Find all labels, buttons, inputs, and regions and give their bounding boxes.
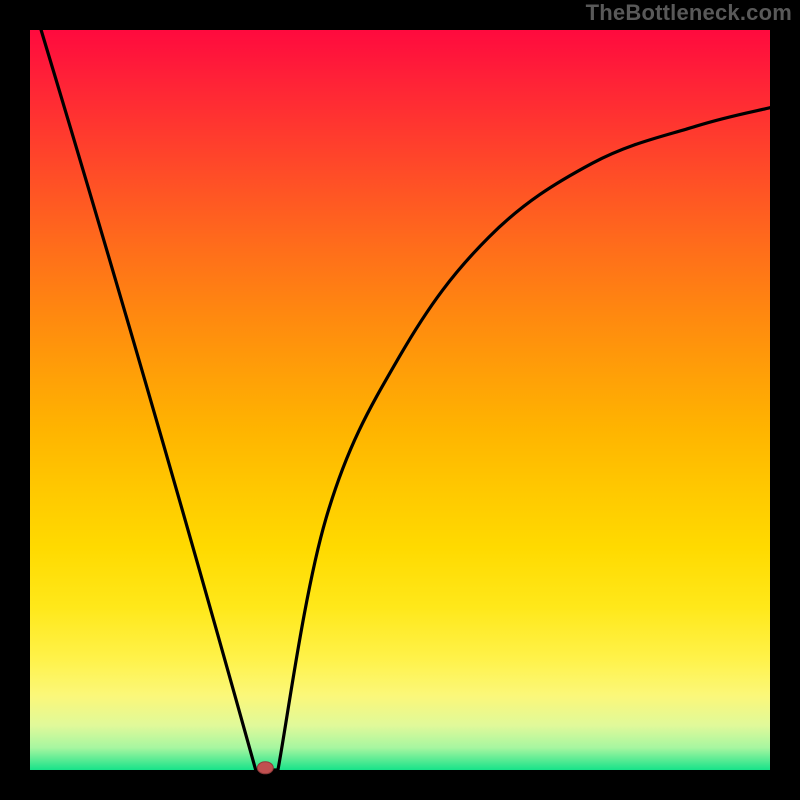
optimum-marker [257,762,273,774]
watermark-text: TheBottleneck.com [586,0,792,26]
plot-background [30,30,770,770]
chart-root: { "meta": { "watermark": "TheBottleneck.… [0,0,800,800]
bottleneck-chart [0,0,800,800]
